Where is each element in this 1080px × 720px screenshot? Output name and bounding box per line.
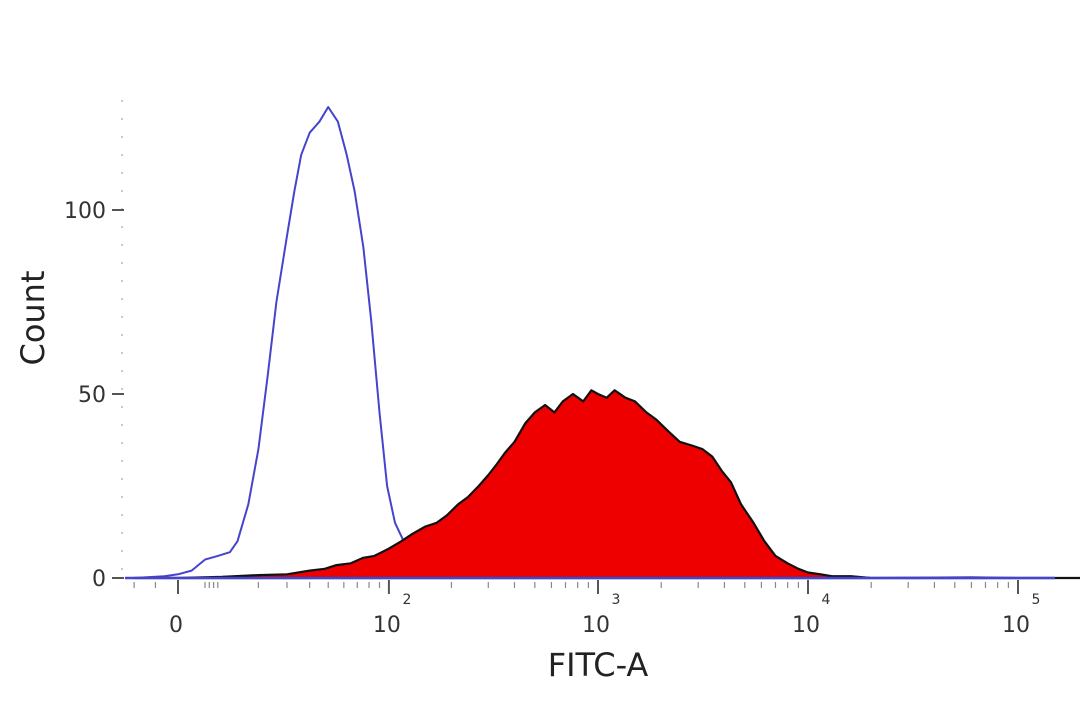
x-axis-title: FITC-A: [548, 646, 649, 684]
y-tick-label-2: 100: [64, 199, 106, 224]
x-tick-label-1: 10: [373, 613, 401, 638]
plot-area: [133, 106, 1080, 580]
x-tick-exponent-3: 4: [822, 592, 831, 608]
x-tick-exponent-2: 3: [612, 592, 621, 608]
y-axis-title: Count: [14, 270, 52, 365]
x-tick-label-3: 10: [792, 613, 820, 638]
y-tick-label-1: 50: [78, 383, 106, 408]
x-tick-label-0: 0: [169, 613, 183, 638]
series-1-area: [133, 389, 1080, 580]
x-tick-exponent-4: 5: [1032, 592, 1041, 608]
x-tick-label-4: 10: [1002, 613, 1030, 638]
x-tick-label-2: 10: [582, 613, 610, 638]
x-tick-exponent-1: 2: [402, 592, 411, 608]
y-tick-label-0: 0: [92, 567, 106, 592]
